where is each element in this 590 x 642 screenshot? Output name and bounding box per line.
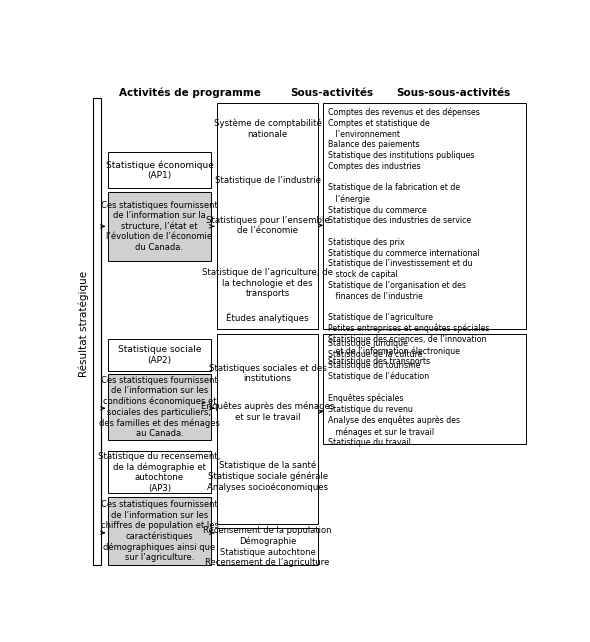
- FancyBboxPatch shape: [323, 103, 526, 329]
- FancyBboxPatch shape: [217, 334, 319, 525]
- Text: Statistique sociale
(AP2): Statistique sociale (AP2): [118, 345, 201, 365]
- FancyBboxPatch shape: [108, 374, 211, 440]
- FancyBboxPatch shape: [108, 192, 211, 261]
- Text: Statistique de l’industrie: Statistique de l’industrie: [215, 177, 320, 186]
- Text: Recensement de la population
Démographie
Statistique autochtone
Recensement de l: Recensement de la population Démographie…: [204, 526, 332, 567]
- Text: Statistique de la santé
Statistique sociale générale
Analyses socioéconomiques: Statistique de la santé Statistique soci…: [207, 460, 328, 492]
- Text: Statistiques sociales et des
institutions: Statistiques sociales et des institution…: [209, 364, 326, 383]
- Text: Études analytiques: Études analytiques: [227, 313, 309, 323]
- FancyBboxPatch shape: [108, 152, 211, 188]
- Text: Résultat stratégique: Résultat stratégique: [78, 271, 89, 377]
- FancyBboxPatch shape: [217, 528, 319, 566]
- Text: Ces statistiques fournissent
de l’information sur les
chiffres de population et : Ces statistiques fournissent de l’inform…: [100, 500, 218, 562]
- Text: Statistique économique
(AP1): Statistique économique (AP1): [106, 160, 214, 180]
- Text: Système de comptabilité
nationale: Système de comptabilité nationale: [214, 119, 322, 139]
- Text: Statistique du recensement,
de la démographie et
autochtone
(AP3): Statistique du recensement, de la démogr…: [99, 452, 221, 492]
- Text: Sous-sous-activités: Sous-sous-activités: [396, 88, 510, 98]
- Text: Activités de programme: Activités de programme: [119, 87, 261, 98]
- Text: Ces statistiques fournissent
de l’information sur la
structure, l’état et
l’évol: Ces statistiques fournissent de l’inform…: [101, 201, 218, 252]
- FancyBboxPatch shape: [108, 497, 211, 566]
- FancyBboxPatch shape: [93, 98, 101, 566]
- FancyBboxPatch shape: [108, 451, 211, 493]
- Text: Statistiques pour l’ensemble
de l’économie: Statistiques pour l’ensemble de l’économ…: [206, 216, 329, 235]
- Text: Statistique juridique
Statistique de la culture
Statistique du tourisme
Statisti: Statistique juridique Statistique de la …: [327, 339, 460, 447]
- FancyBboxPatch shape: [108, 339, 211, 371]
- FancyBboxPatch shape: [323, 334, 526, 444]
- Text: Enquêtes auprès des ménages
et sur le travail: Enquêtes auprès des ménages et sur le tr…: [201, 402, 335, 422]
- Text: Statistique de l’agriculture, de
la technologie et des
transports: Statistique de l’agriculture, de la tech…: [202, 268, 333, 298]
- Text: Comptes des revenus et des dépenses
Comptes et statistique de
   l’environnement: Comptes des revenus et des dépenses Comp…: [327, 108, 489, 367]
- Text: Sous-activités: Sous-activités: [290, 88, 373, 98]
- FancyBboxPatch shape: [217, 103, 319, 329]
- Text: Ces statistiques fournissent
de l’information sur les
conditions économiques et
: Ces statistiques fournissent de l’inform…: [99, 376, 220, 438]
